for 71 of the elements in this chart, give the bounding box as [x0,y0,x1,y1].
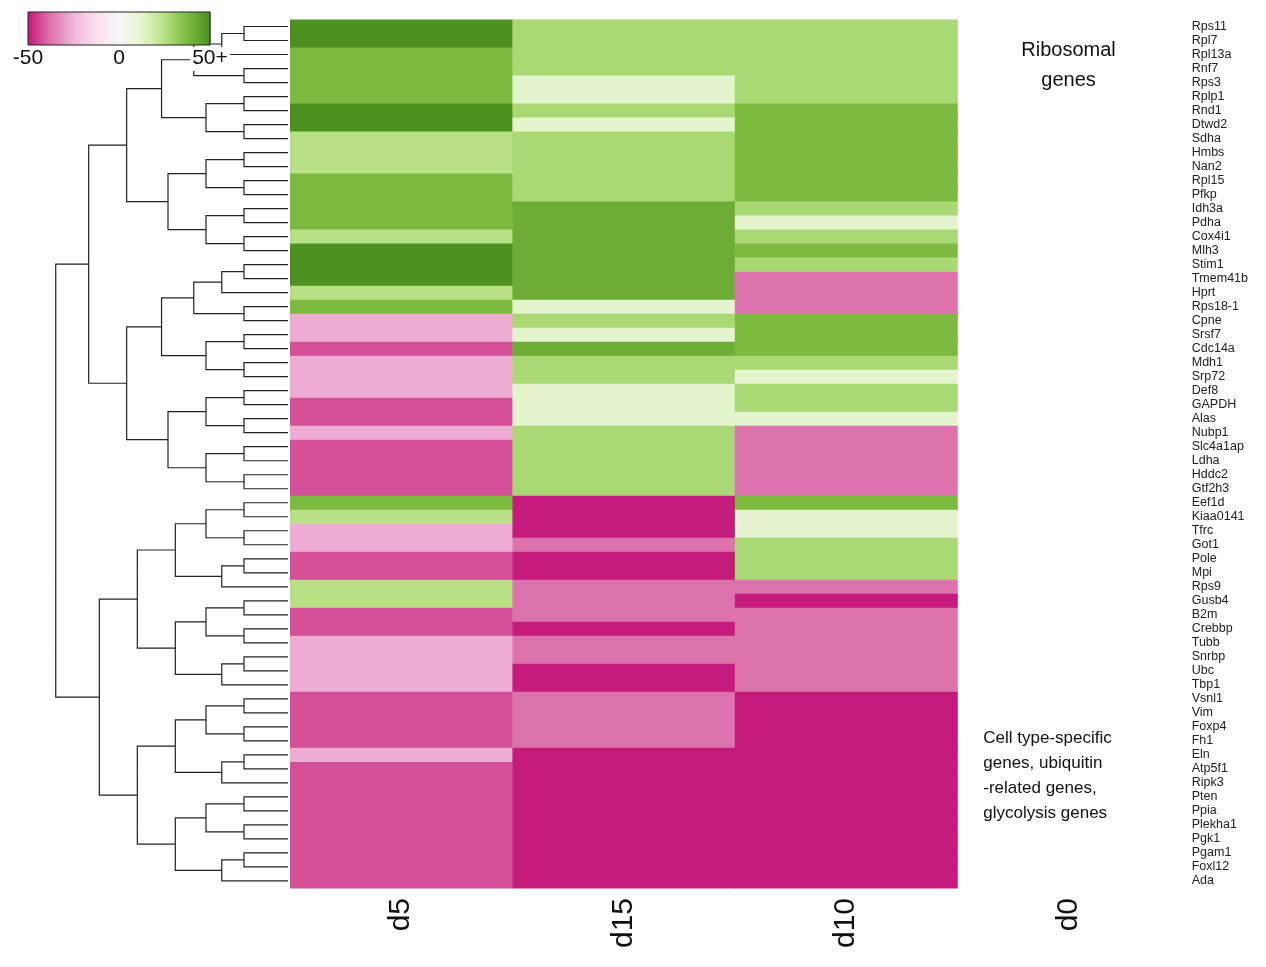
y-tick-label: Rnf7 [1191,60,1219,75]
y-tick-label: Slc4a1ap [1191,439,1244,454]
y-tick-label: Tbp1 [1191,677,1221,692]
y-tick-label: Rpl15 [1191,173,1225,188]
y-tick-label: GAPDH [1191,397,1237,412]
y-tick-label: Rps3 [1191,74,1221,89]
y-tick-label: Rps18-1 [1191,299,1240,314]
y-tick-label: Alas [1191,411,1217,426]
y-tick-label: Tfrc [1191,523,1214,538]
color-bar-label: -50 [12,45,44,69]
y-tick-label: Atp5f1 [1191,761,1228,776]
y-tick-label: Rpl7 [1191,32,1218,47]
y-tick-label: Mdh1 [1191,355,1224,370]
y-tick-label: Hddc2 [1191,467,1228,482]
y-tick-label: Cox4i1 [1191,229,1231,244]
x-tick-label: d15 [604,897,638,949]
y-tick-label: Srsf7 [1191,327,1221,342]
y-tick-label: Stim1 [1191,257,1224,272]
y-tick-label: Rps9 [1191,579,1221,594]
y-tick-label: Nubp1 [1191,425,1229,440]
annotation: Cell type-specific genes, ubiquitin -related genes, glycolysis genes [983,728,1113,823]
y-tick-label: Ldha [1191,453,1220,468]
color-bar-label: 0 [113,45,125,69]
y-tick-label: Vim [1191,705,1214,720]
x-tick-label: d5 [382,897,416,932]
y-tick-label: Cdc14a [1191,341,1235,356]
y-tick-label: Foxl12 [1191,859,1230,874]
y-tick-label: Fh1 [1191,733,1214,748]
y-tick-label: Cpne [1191,313,1222,328]
y-tick-label: Def8 [1191,383,1219,398]
y-tick-label: Vsnl1 [1191,691,1224,706]
y-tick-label: Gusb4 [1191,593,1229,608]
y-tick-label: Pdha [1191,215,1221,230]
y-tick-label: Pgk1 [1191,831,1221,846]
y-tick-label: Ada [1191,873,1215,888]
y-tick-label: Got1 [1191,537,1219,552]
y-tick-label: Hprt [1191,285,1216,300]
y-tick-label: Ubc [1191,663,1214,678]
y-tick-label: Mlh3 [1191,243,1219,258]
y-tick-label: Tmem41b [1191,271,1249,286]
y-tick-label: Mpi [1191,565,1212,580]
y-tick-label: Pole [1191,551,1217,566]
y-tick-label: Idh3a [1191,201,1224,216]
y-tick-label: Pgam1 [1191,845,1232,860]
y-tick-label: Foxp4 [1191,719,1227,734]
y-tick-label: Tubb [1191,635,1220,650]
y-tick-label: Rnd1 [1191,103,1222,117]
color-bar-label: 50+ [192,45,228,69]
x-tick-label: d10 [827,897,861,949]
y-tick-label: Ripk3 [1191,775,1224,790]
y-tick-label: Plekha1 [1191,817,1237,832]
y-tick-label: Hmbs [1191,145,1225,160]
y-tick-label: Gtf2h3 [1191,481,1230,496]
y-tick-label: B2m [1191,607,1218,622]
y-tick-label: Pfkp [1191,187,1217,202]
y-tick-label: Rps11 [1191,18,1227,33]
y-tick-label: Sdha [1191,131,1221,146]
y-tick-label: Dtwd2 [1191,117,1228,132]
y-tick-label: Kiaa0141 [1191,509,1245,524]
y-tick-label: Crebbp [1191,621,1233,636]
y-tick-label: Srp72 [1191,369,1226,384]
x-tick-label: d0 [1049,897,1083,932]
y-tick-label: Rpl13a [1191,46,1232,61]
annotation: Ribosomal genes [1021,37,1116,90]
y-tick-label: Pten [1191,789,1218,804]
y-tick-label: Eln [1191,747,1210,762]
y-tick-label: Eef1d [1191,495,1225,510]
y-tick-label: Nan2 [1191,159,1222,174]
y-tick-label: Rplp1 [1191,88,1225,103]
y-tick-label: Ppia [1191,803,1217,818]
y-tick-label: Snrbp [1191,649,1226,664]
